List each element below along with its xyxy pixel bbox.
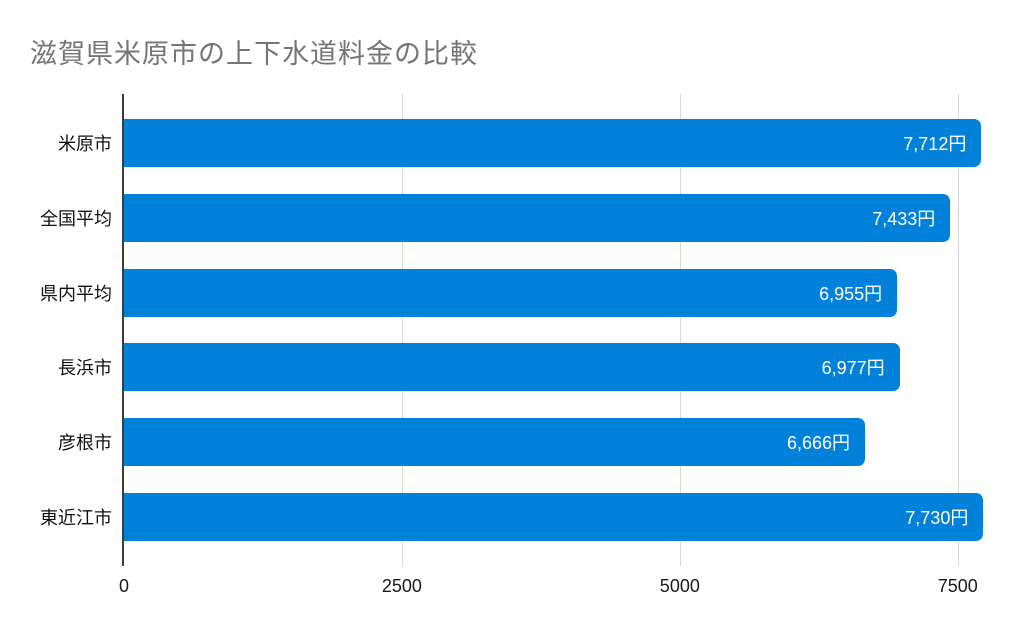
value-label: 7,730円	[905, 507, 969, 528]
x-tick-label: 5000	[659, 576, 700, 596]
value-label: 7,712円	[903, 134, 967, 154]
bar: 6,977円	[124, 343, 900, 392]
gridline	[679, 94, 681, 566]
y-axis-line	[122, 94, 124, 566]
value-label: 6,666円	[787, 433, 851, 454]
grid-layer: 0 2500 5000 7500	[119, 94, 990, 596]
category-label: 彦根市	[58, 433, 112, 454]
bar: 6,955円	[124, 268, 898, 317]
bar-rows: 米原市 7,712円全国平均 7,433円県内平均 6,955円長浜市 6,977円彦根…	[40, 94, 990, 566]
value-label: 6,977円	[821, 358, 885, 379]
category-label: 米原市	[58, 134, 112, 154]
category-label: 全国平均	[40, 208, 112, 229]
bar: 7,433円	[124, 193, 951, 242]
plot-area: 0 2500 5000 7500 米原市 7,712円全国平均 7,433円県内平均 6,9…	[40, 94, 990, 596]
gridline	[957, 94, 959, 566]
x-tick-label: 2500	[381, 576, 422, 596]
value-label: 7,433円	[872, 208, 936, 229]
x-tick-label: 0	[118, 576, 130, 596]
gridline	[401, 94, 403, 566]
bar: 7,730円	[124, 492, 984, 541]
category-label: 県内平均	[40, 283, 112, 304]
bar-row: 県内平均 6,955円	[40, 268, 990, 317]
bar-row: 東近江市 7,730円	[40, 492, 990, 541]
bar-row: 彦根市 6,666円	[58, 418, 990, 467]
category-label: 東近江市	[40, 507, 112, 528]
bar: 6,666円	[124, 418, 866, 467]
bar-row: 米原市 7,712円	[58, 119, 990, 167]
value-label: 6,955円	[819, 283, 883, 304]
chart-title: 滋賀県米原市の上下水道料金の比較	[30, 39, 478, 69]
category-label: 長浜市	[58, 358, 112, 379]
x-tick-label: 7500	[937, 576, 978, 596]
bar-row: 長浜市 6,977円	[58, 343, 990, 392]
bar-row: 全国平均 7,433円	[40, 193, 990, 242]
bar: 7,712円	[124, 119, 982, 167]
